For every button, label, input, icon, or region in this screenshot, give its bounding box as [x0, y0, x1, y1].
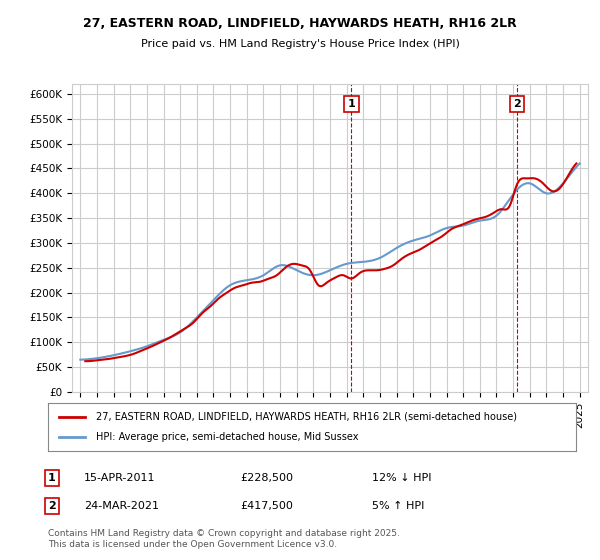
Text: 5% ↑ HPI: 5% ↑ HPI	[372, 501, 424, 511]
Text: 12% ↓ HPI: 12% ↓ HPI	[372, 473, 431, 483]
Text: 2: 2	[48, 501, 56, 511]
Text: £417,500: £417,500	[240, 501, 293, 511]
Text: 1: 1	[347, 99, 355, 109]
Text: 15-APR-2011: 15-APR-2011	[84, 473, 155, 483]
Text: 27, EASTERN ROAD, LINDFIELD, HAYWARDS HEATH, RH16 2LR: 27, EASTERN ROAD, LINDFIELD, HAYWARDS HE…	[83, 17, 517, 30]
Text: 24-MAR-2021: 24-MAR-2021	[84, 501, 159, 511]
Text: 1: 1	[48, 473, 56, 483]
Text: Price paid vs. HM Land Registry's House Price Index (HPI): Price paid vs. HM Land Registry's House …	[140, 39, 460, 49]
Text: 2: 2	[513, 99, 521, 109]
Text: Contains HM Land Registry data © Crown copyright and database right 2025.
This d: Contains HM Land Registry data © Crown c…	[48, 529, 400, 549]
Text: £228,500: £228,500	[240, 473, 293, 483]
Text: 27, EASTERN ROAD, LINDFIELD, HAYWARDS HEATH, RH16 2LR (semi-detached house): 27, EASTERN ROAD, LINDFIELD, HAYWARDS HE…	[95, 412, 517, 422]
Text: HPI: Average price, semi-detached house, Mid Sussex: HPI: Average price, semi-detached house,…	[95, 432, 358, 442]
